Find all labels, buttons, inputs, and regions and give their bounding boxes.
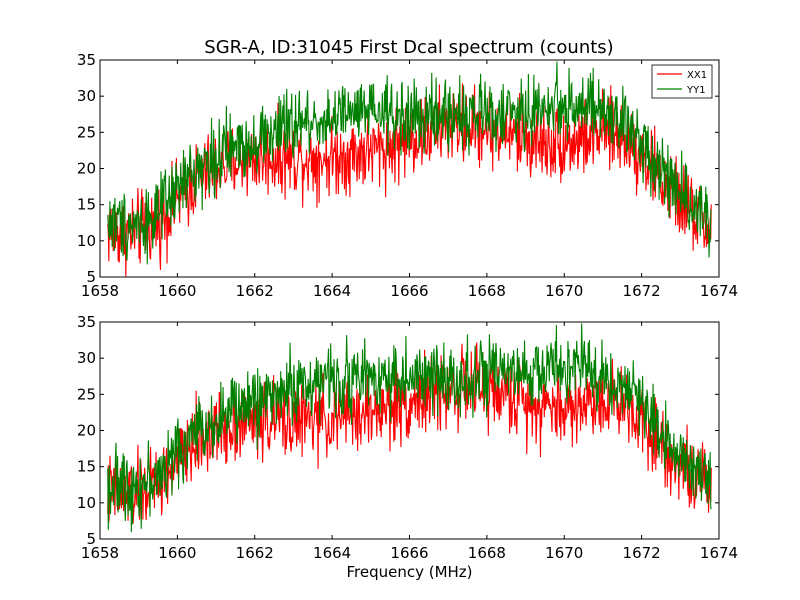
y-tick-label: 30: [77, 87, 96, 105]
y-tick-label: 5: [86, 530, 96, 548]
y-tick-label: 10: [77, 494, 96, 512]
x-tick-label: 1658: [81, 282, 119, 300]
y-tick-label: 10: [77, 232, 96, 250]
bottom-panel: 1658 1660 1662 1664 1666 1668 1670 1672 1674 5 10 1…: [77, 313, 738, 581]
x-tick-label: 1664: [313, 544, 351, 562]
x-tick-label: 1660: [158, 544, 196, 562]
axes-frame: [99, 59, 720, 278]
x-axis-label: Frequency (MHz): [346, 563, 472, 581]
x-tick-label: 1674: [700, 282, 738, 300]
series-line-yy1: [107, 61, 712, 265]
y-tick-label: 35: [77, 51, 96, 69]
top-panel: 1658 1660 1662 1664 1666 1668 1670 1672 1674 5 10 1…: [77, 51, 738, 300]
x-tick-label: 1670: [545, 544, 583, 562]
y-tick-label: 5: [86, 268, 96, 286]
x-tick-label: 1670: [545, 282, 583, 300]
x-tick-label: 1672: [623, 282, 661, 300]
x-tick-label: 1662: [236, 282, 274, 300]
y-tick-label: 25: [77, 123, 96, 141]
chart-title: SGR-A, ID:31045 First Dcal spectrum (cou…: [204, 37, 613, 58]
legend-box: [651, 64, 713, 99]
y-tick-label: 20: [77, 160, 96, 178]
y-tick-label: 15: [77, 458, 96, 476]
x-tick-label: 1662: [236, 544, 274, 562]
x-tick-label: 1668: [468, 282, 506, 300]
legend-label-xx1: XX1: [687, 70, 707, 81]
y-tick-label: 35: [77, 313, 96, 331]
x-tick-label: 1666: [390, 282, 428, 300]
x-tick-label: 1658: [81, 544, 119, 562]
legend-label-yy1: YY1: [686, 85, 706, 96]
series-line-yy1: [107, 323, 712, 533]
x-tick-label: 1672: [623, 544, 661, 562]
x-tick-label: 1668: [468, 544, 506, 562]
y-tick-label: 25: [77, 385, 96, 403]
x-tick-label: 1666: [390, 544, 428, 562]
x-tick-label: 1660: [158, 282, 196, 300]
x-tick-label: 1664: [313, 282, 351, 300]
y-tick-label: 20: [77, 422, 96, 440]
x-tick-label: 1674: [700, 544, 738, 562]
y-tick-label: 30: [77, 349, 96, 367]
y-tick-label: 15: [77, 196, 96, 214]
